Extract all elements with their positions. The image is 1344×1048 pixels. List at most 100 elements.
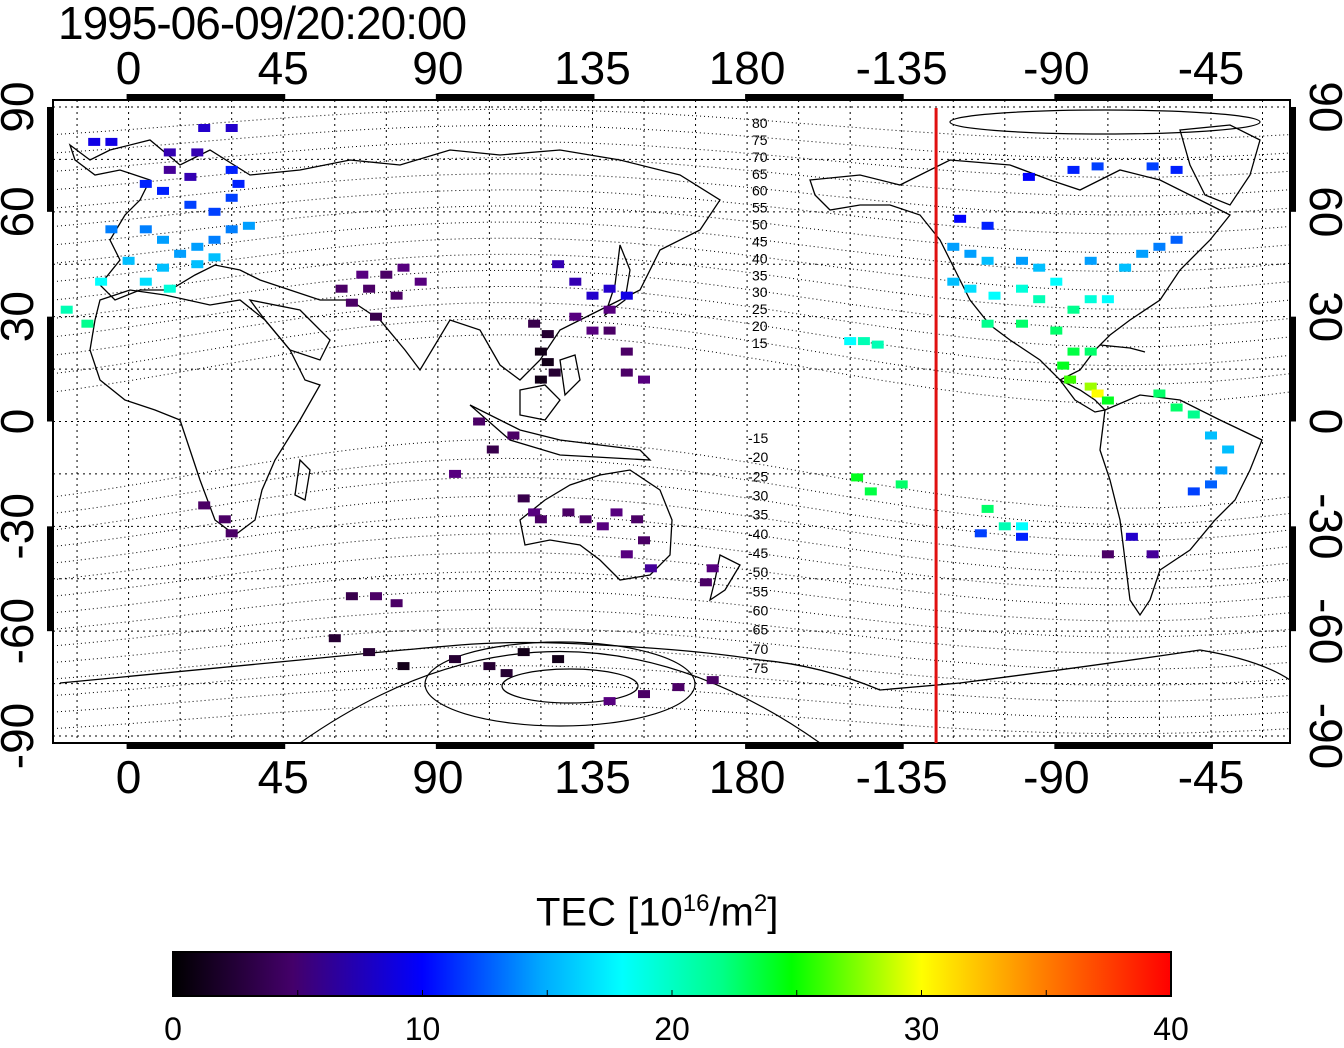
tec-point — [981, 256, 994, 265]
tec-point — [208, 253, 221, 262]
tec-point — [579, 515, 592, 524]
tec-point — [620, 550, 633, 559]
colorbar-title-unit: /m — [709, 890, 754, 935]
tec-data-points — [60, 124, 1235, 706]
tec-point — [1136, 249, 1149, 258]
contour-label: -60 — [748, 603, 768, 619]
tec-point — [105, 137, 118, 146]
tec-point — [486, 445, 499, 454]
tec-point — [844, 337, 857, 346]
tec-point — [998, 522, 1011, 531]
colorbar-title: TEC [1016/m2] — [536, 890, 778, 935]
tec-point — [1170, 235, 1183, 244]
tec-point — [1205, 480, 1217, 489]
tec-point — [1050, 326, 1063, 335]
colorbar-tick-label: 30 — [904, 1011, 940, 1047]
tec-point — [1050, 277, 1063, 286]
contour-label: 70 — [752, 149, 768, 165]
tec-point — [356, 270, 369, 279]
contour-label: 55 — [752, 200, 768, 216]
tec-point — [1057, 361, 1070, 370]
tec-point — [981, 221, 994, 230]
map-panel: 8075706560555045403530252015-15-20-25-30… — [0, 42, 1344, 803]
tec-point — [95, 277, 108, 286]
tec-point — [1084, 382, 1097, 391]
tec-point — [1153, 242, 1166, 251]
tec-point — [620, 368, 633, 377]
tec-point — [981, 504, 994, 513]
tec-point — [1170, 403, 1183, 412]
colorbar-tick-label: 20 — [654, 1011, 690, 1047]
tec-point — [198, 124, 211, 132]
tec-point — [603, 284, 616, 293]
colorbar-title-prefix: TEC [10 — [536, 890, 683, 935]
tec-point — [1170, 165, 1183, 174]
tec-point — [517, 648, 530, 657]
tec-point — [534, 375, 547, 384]
tec-point — [603, 305, 616, 314]
contour-label: -50 — [748, 564, 768, 580]
tec-point — [88, 137, 101, 146]
tec-point — [157, 235, 169, 244]
tec-point — [122, 256, 135, 265]
right-lat-tick-label: 90 — [1300, 81, 1344, 132]
tec-point — [981, 319, 994, 328]
left-lat-tick-label: 60 — [0, 186, 43, 237]
tec-point — [1119, 263, 1132, 272]
left-lat-tick-label: 90 — [0, 81, 43, 132]
tec-point — [163, 284, 176, 293]
tec-point — [1205, 431, 1217, 440]
grid-lines — [53, 100, 1290, 743]
tec-point — [345, 592, 358, 601]
tec-point — [562, 508, 575, 517]
tec-point — [603, 697, 616, 706]
contour-label: -55 — [748, 583, 768, 599]
colorbar-tick-label: 0 — [164, 1011, 182, 1047]
colorbar-title-suffix: ] — [767, 890, 779, 935]
tec-point — [988, 291, 1001, 300]
contour-label: 35 — [752, 267, 768, 283]
tec-point — [1084, 256, 1097, 265]
tec-point — [699, 578, 712, 587]
tec-point — [225, 193, 238, 202]
tec-point — [1064, 375, 1077, 384]
bottom-lon-tick-label: -45 — [1178, 751, 1244, 803]
colorbar-tick-label: 10 — [405, 1011, 441, 1047]
contour-label: -45 — [748, 545, 768, 561]
tec-point — [964, 249, 977, 258]
tec-point — [534, 515, 547, 524]
contour-label: 25 — [752, 301, 768, 317]
contour-label: -25 — [748, 468, 768, 484]
tec-point — [1091, 389, 1104, 398]
tec-point — [638, 536, 650, 545]
tec-point — [974, 529, 987, 538]
contour-label: 65 — [752, 166, 768, 182]
contour-label: 20 — [752, 318, 768, 334]
tec-point — [60, 305, 73, 314]
tec-point — [363, 284, 376, 293]
tec-point — [473, 417, 486, 426]
tec-point — [1101, 550, 1114, 559]
tec-point — [586, 291, 599, 300]
tec-point — [552, 655, 565, 664]
colorbar-title-exponent-2: 2 — [753, 890, 768, 917]
contour-label: -40 — [748, 526, 768, 542]
tec-point — [706, 676, 719, 685]
tec-point — [638, 375, 650, 384]
tec-point — [620, 347, 633, 356]
tec-point — [1153, 389, 1166, 398]
top-lon-tick-label: 90 — [412, 42, 463, 94]
tec-point — [225, 225, 238, 234]
tec-point — [954, 214, 967, 223]
top-lon-tick-label: -135 — [856, 42, 948, 94]
tec-point — [1016, 319, 1028, 328]
left-lat-tick-label: 0 — [0, 409, 43, 435]
tec-point — [174, 249, 187, 258]
contour-label: 45 — [752, 234, 768, 250]
tec-point — [534, 347, 547, 356]
tec-point — [208, 207, 221, 216]
tec-point — [157, 186, 169, 195]
colorbar-gradient — [172, 951, 1172, 997]
